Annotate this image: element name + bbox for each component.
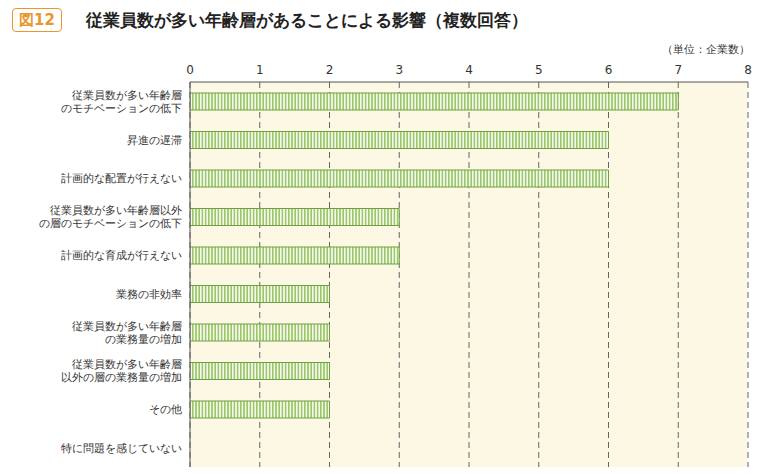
- svg-text:昇進の遅滞: 昇進の遅滞: [127, 133, 182, 146]
- svg-text:0: 0: [186, 63, 194, 77]
- svg-text:8: 8: [744, 63, 752, 77]
- svg-text:7: 7: [674, 63, 682, 77]
- svg-text:6: 6: [605, 63, 613, 77]
- svg-text:業務の非効率: 業務の非効率: [116, 287, 182, 300]
- html-text:図12: 図12: [19, 11, 55, 29]
- svg-text:4: 4: [465, 63, 473, 77]
- svg-text:従業員数が多い年齢層の業務量の増加: 従業員数が多い年齢層の業務量の増加: [72, 319, 182, 345]
- svg-text:特に問題を感じていない: 特に問題を感じていない: [61, 441, 182, 454]
- svg-text:5: 5: [535, 63, 543, 77]
- svg-text:計画的な配置が行えない: 計画的な配置が行えない: [61, 172, 182, 185]
- svg-text:従業員数が多い年齢層以外の層の業務量の増加: 従業員数が多い年齢層以外の層の業務量の増加: [61, 358, 182, 384]
- svg-text:2: 2: [326, 63, 334, 77]
- svg-text:従業員数が多い年齢層のモチベーションの低下: 従業員数が多い年齢層のモチベーションの低下: [61, 88, 182, 114]
- html-text:従業員数が多い年齢層があることによる影響（複数回答）: 従業員数が多い年齢層があることによる影響（複数回答）: [86, 10, 528, 30]
- svg-text:計画的な育成が行えない: 計画的な育成が行えない: [61, 249, 182, 262]
- svg-text:1: 1: [256, 63, 264, 77]
- svg-text:その他: その他: [149, 403, 182, 416]
- svg-text:従業員数が多い年齢層以外の層のモチベーションの低下: 従業員数が多い年齢層以外の層のモチベーションの低下: [39, 204, 182, 230]
- svg-text:3: 3: [395, 63, 403, 77]
- html-text:（単位：企業数）: （単位：企業数）: [662, 43, 750, 56]
